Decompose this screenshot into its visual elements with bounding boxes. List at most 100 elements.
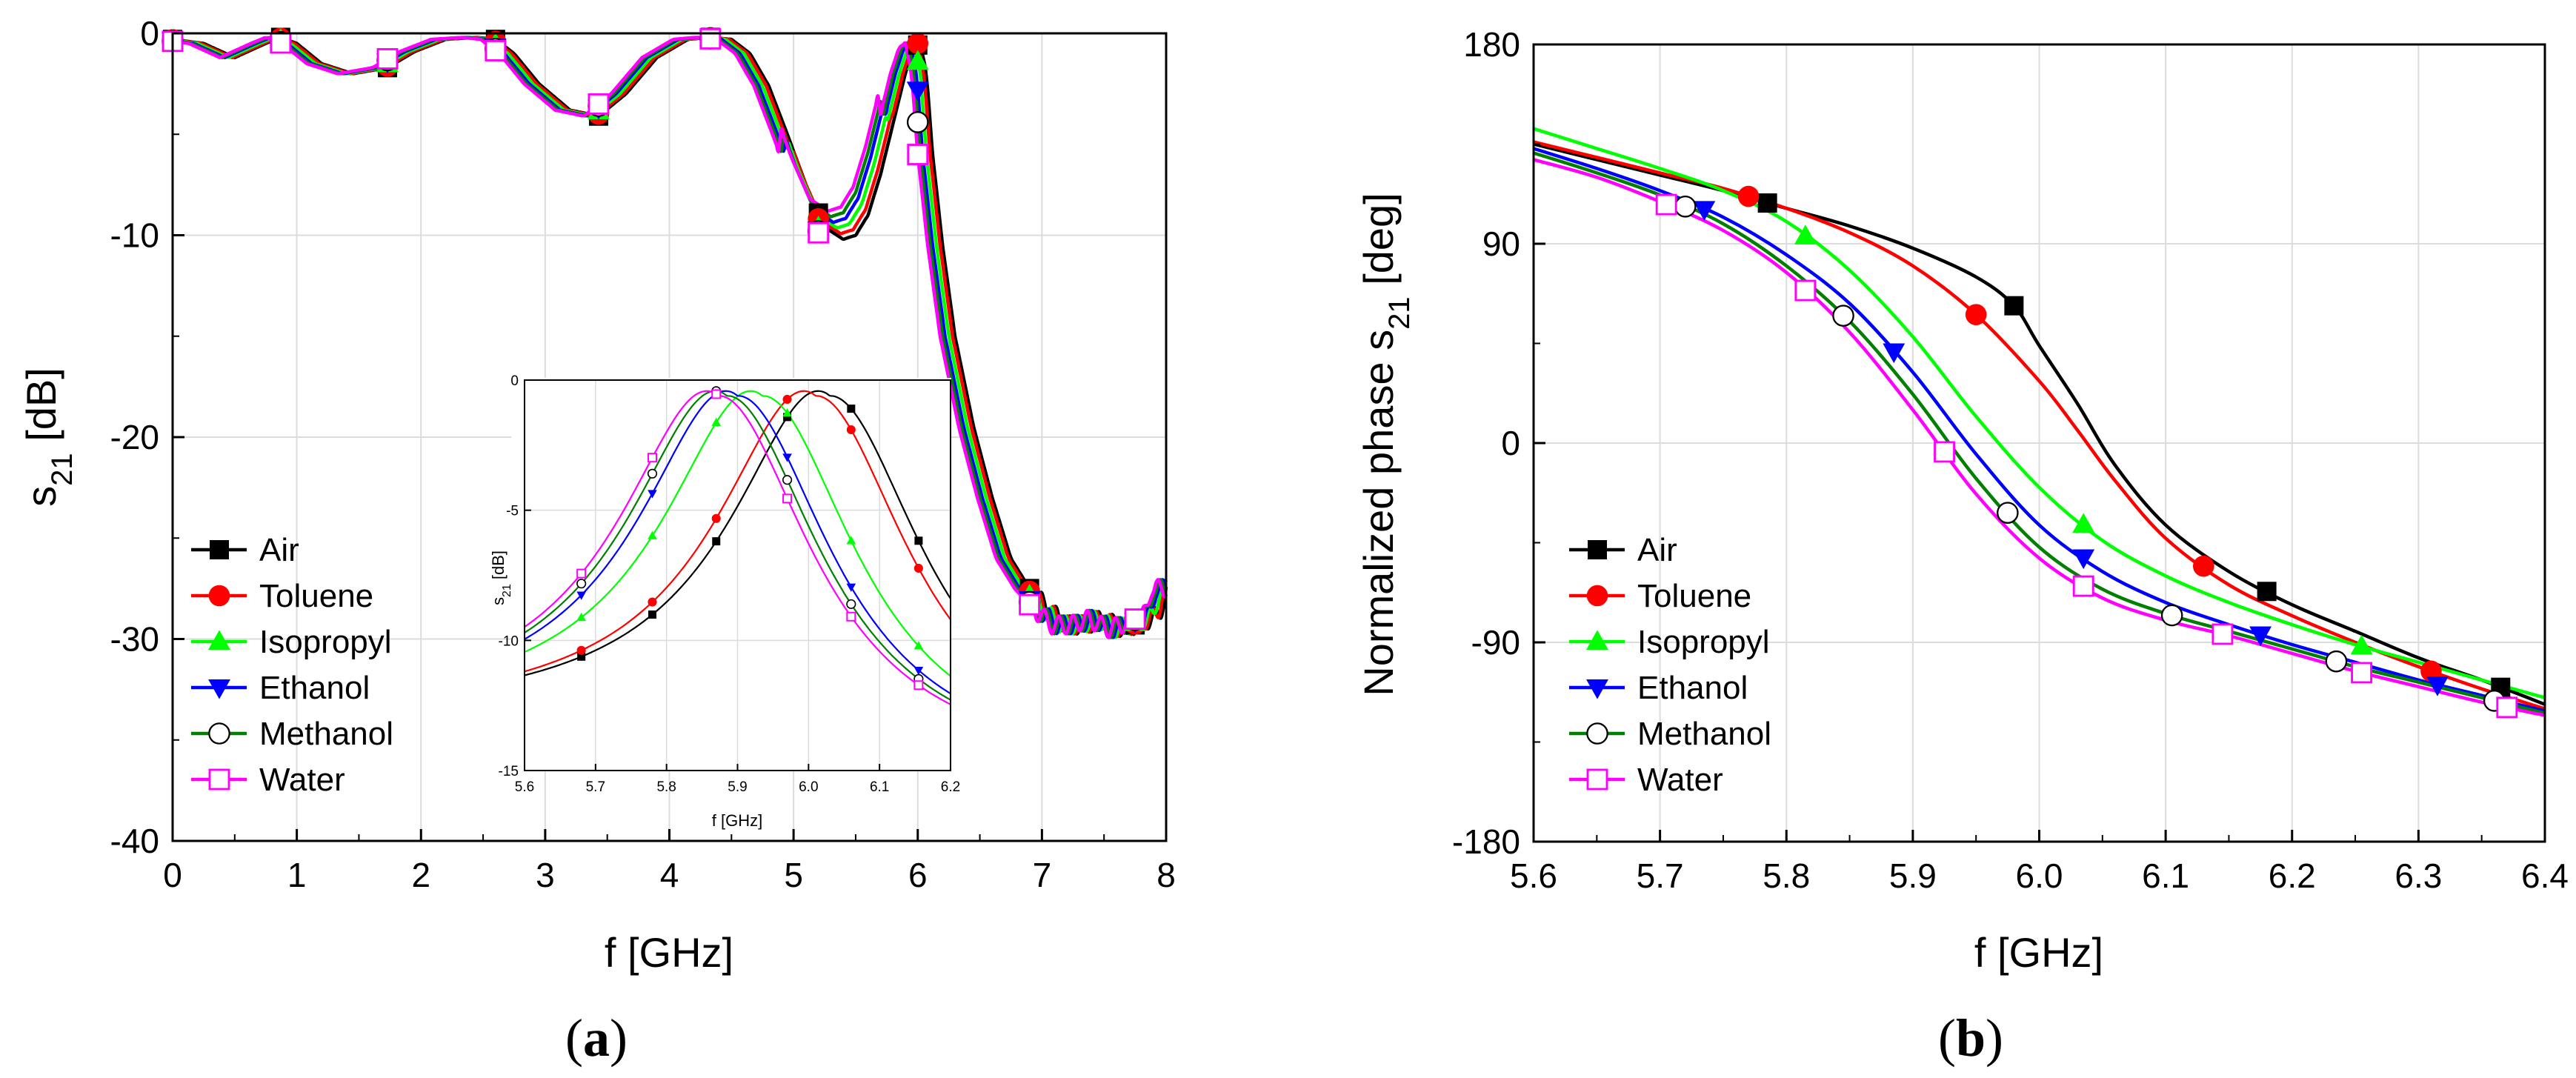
inset-line-air <box>524 390 951 676</box>
b-legend-marker-methanol <box>1586 722 1608 745</box>
marker-water-2 <box>376 48 399 70</box>
inset-markers <box>576 386 924 691</box>
panel-label-b: (b) <box>1938 1008 2003 1068</box>
legend-label-air: Air <box>259 532 299 568</box>
b-legend-marker-air <box>1588 540 1607 559</box>
b-marker-methanol-4 <box>2325 650 2348 673</box>
marker-water-4 <box>588 93 610 115</box>
b-marker-ethanol-4 <box>2426 676 2449 696</box>
b-marker-air-1 <box>2004 296 2024 316</box>
inset-x-tick-label-2: 5.8 <box>656 779 676 795</box>
b-x-tick-label-0: 5.6 <box>1510 856 1557 895</box>
marker-water-7 <box>907 144 929 165</box>
b-marker-ethanol-3 <box>2249 626 2272 647</box>
inset-marker-toluene-2 <box>711 513 721 523</box>
inset-x-tick-label-5: 6.1 <box>870 779 889 795</box>
marker-water-3 <box>485 40 507 61</box>
b-x-tick-label-4: 6.0 <box>2016 856 2063 895</box>
series-line-water <box>172 36 1167 639</box>
b-marker-water-6 <box>2496 696 2518 719</box>
inset-marker-water-3 <box>782 493 793 504</box>
marker-ethanol-7 <box>906 81 929 102</box>
chart-a-ticks <box>171 32 1168 842</box>
legend-label-water: Water <box>259 762 345 798</box>
chart-panel-b: 5.6 5.7 5.8 5.9 6.0 6.1 6.2 6.3 6.4 -180 -90 0 90 180… <box>1355 25 2569 1068</box>
inset-marker-methanol-1 <box>647 468 658 479</box>
b-marker-air-0 <box>1757 193 1777 213</box>
x-tick-label-3: 3 <box>536 856 555 894</box>
x-tick-label-4: 4 <box>660 856 679 894</box>
b-legend-label-water: Water <box>1637 762 1723 798</box>
inset-marker-methanol-4 <box>846 599 856 609</box>
legend-label-ethanol: Ethanol <box>259 670 370 706</box>
b-marker-toluene-1 <box>1965 304 1987 325</box>
y-tick-label-4: 0 <box>140 14 159 53</box>
inset-marker-water-5 <box>913 680 924 691</box>
b-marker-methanol-3 <box>2160 604 2183 627</box>
chart-b-markers <box>1655 185 2518 719</box>
inset-marker-isopropyl-2 <box>711 417 722 426</box>
inset-series <box>524 390 951 705</box>
b-x-tick-label-7: 6.3 <box>2394 856 2442 895</box>
inset-marker-water-0 <box>576 568 587 579</box>
chart-b-tick-labels: 5.6 5.7 5.8 5.9 6.0 6.1 6.2 6.3 6.4 -180 -90 0 90 180 <box>1452 25 2569 895</box>
b-marker-methanol-1 <box>1832 305 1854 327</box>
b-marker-air-2 <box>2257 582 2277 602</box>
inset-marker-water-1 <box>648 453 657 463</box>
b-marker-isopropyl-2 <box>2350 634 2373 655</box>
b-marker-water-5 <box>2351 662 2373 684</box>
b-x-tick-label-6: 6.2 <box>2269 856 2316 895</box>
inset-marker-ethanol-5 <box>913 666 924 676</box>
b-series-line-toluene <box>1533 140 2546 711</box>
b-marker-water-3 <box>2072 575 2094 597</box>
legend-marker-isopropyl <box>208 630 230 651</box>
inset-line-methanol <box>524 390 951 701</box>
inset-marker-isopropyl-0 <box>576 612 586 622</box>
chart-a-markers <box>162 26 1147 635</box>
inset-marker-toluene-5 <box>913 563 923 573</box>
inset-x-tick-label-4: 6.0 <box>799 779 818 795</box>
marker-water-6 <box>808 222 830 244</box>
legend-marker-toluene <box>208 585 230 607</box>
b-legend-label-isopropyl: Isopropyl <box>1637 624 1770 660</box>
x-tick-label-1: 1 <box>287 856 307 894</box>
inset-marker-ethanol-1 <box>648 490 657 499</box>
inset-y-tick-label-3: 0 <box>510 373 519 389</box>
inset-marker-toluene-3 <box>782 394 792 405</box>
marker-isopropyl-7 <box>906 50 929 70</box>
x-tick-label-7: 7 <box>1033 856 1052 894</box>
b-marker-ethanol-0 <box>1693 201 1716 221</box>
b-marker-water-4 <box>2211 623 2234 645</box>
legend-label-toluene: Toluene <box>259 578 373 614</box>
inset-marker-isopropyl-3 <box>782 408 792 417</box>
b-y-tick-label-0: -180 <box>1452 822 1520 861</box>
inset-y-tick-label-0: -15 <box>499 764 519 779</box>
chart-a-legend: Air Toluene Isopropyl Ethanol Methanol Water <box>191 532 393 798</box>
inset-y-tick-label-1: -10 <box>499 633 519 649</box>
b-y-tick-label-3: 90 <box>1482 224 1520 263</box>
inset-x-tick-label-1: 5.7 <box>586 779 605 795</box>
panel-label-a: (a) <box>565 1008 628 1068</box>
inset-marker-toluene-0 <box>576 645 586 655</box>
inset-line-toluene <box>524 390 951 673</box>
b-legend-label-toluene: Toluene <box>1637 578 1751 614</box>
b-x-tick-label-8: 6.4 <box>2521 856 2569 895</box>
inset-marker-ethanol-3 <box>782 453 792 462</box>
chart-panel-a: 0 1 2 3 4 5 6 7 8-40-30-20-100 f [GHz] s21 [dB] … <box>18 14 1176 1068</box>
legend-marker-water <box>208 768 230 791</box>
b-marker-isopropyl-0 <box>1794 224 1817 244</box>
legend-marker-methanol <box>208 722 230 745</box>
inset-x-tick-label-3: 5.9 <box>728 779 747 795</box>
inset-marker-air-5 <box>914 536 923 545</box>
b-legend-marker-toluene <box>1586 585 1608 607</box>
inset-marker-air-0 <box>577 652 586 661</box>
legend-label-methanol: Methanol <box>259 716 393 752</box>
inset-marker-water-2 <box>711 389 722 399</box>
inset-marker-air-3 <box>783 413 792 422</box>
b-marker-water-2 <box>1934 441 1955 463</box>
chart-a-series <box>172 36 1168 639</box>
inset-x-tick-label-6: 6.2 <box>941 779 960 795</box>
b-marker-methanol-2 <box>1997 502 2019 524</box>
inset-marker-water-4 <box>846 611 856 622</box>
b-marker-toluene-2 <box>2193 555 2214 577</box>
